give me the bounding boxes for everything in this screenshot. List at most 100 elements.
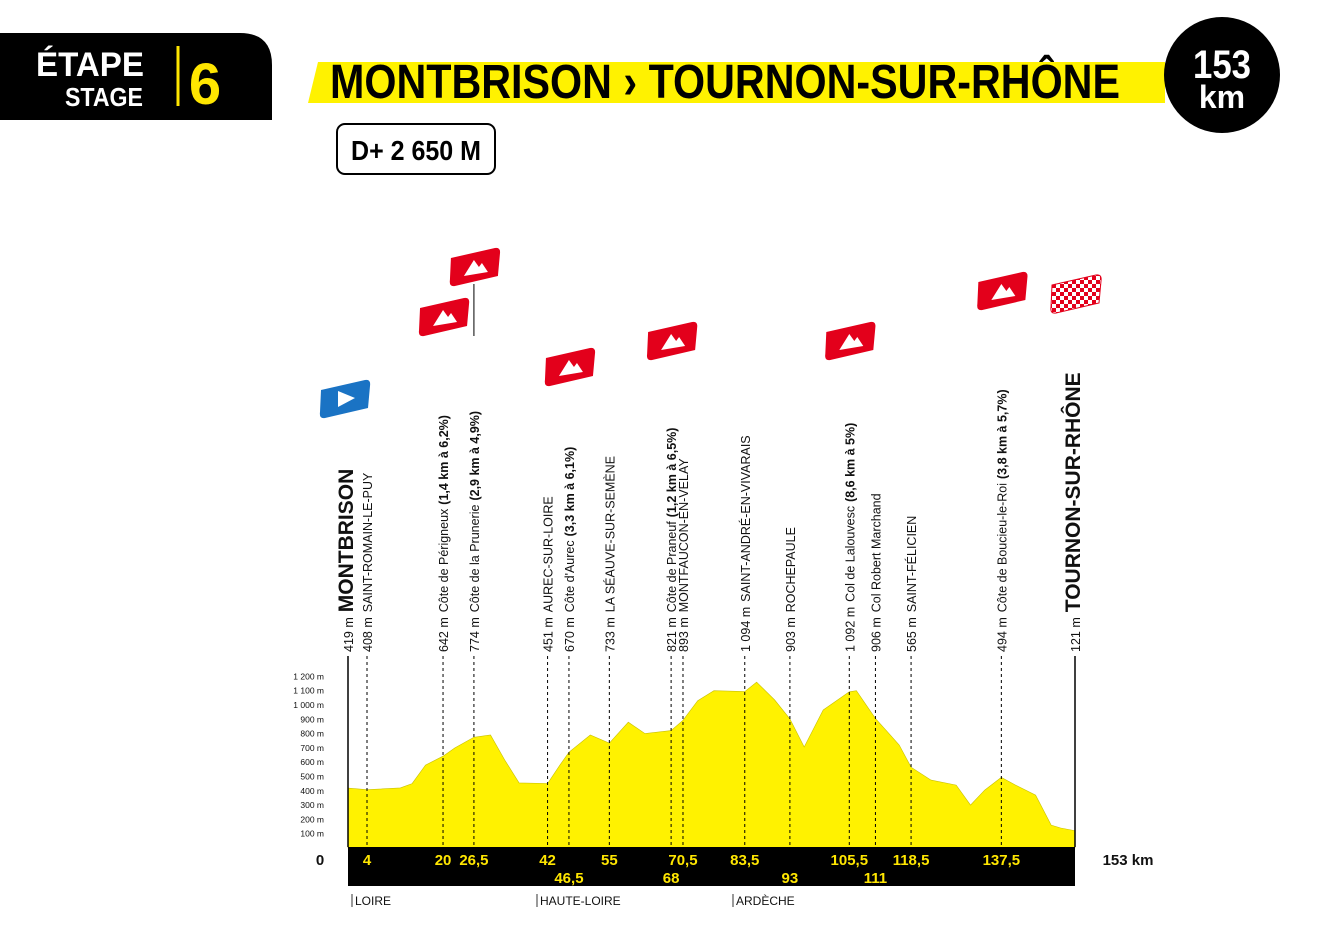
stage-label: STAGE [65,82,143,112]
waypoint-altitude: 1 094 m [739,607,753,652]
waypoint-name: Côte de la Prunerie [468,504,482,612]
mountain-icon [463,260,488,276]
km-label: 26,5 [459,852,488,869]
waypoint-altitude: 451 m [542,617,556,652]
waypoint-altitude: 774 m [468,617,482,652]
y-tick-label: 1 100 m [293,686,324,696]
climb-detail: (8,6 km à 5%) [843,423,857,502]
waypoint-altitude: 642 m [437,617,451,652]
distance-value: 153 [1193,43,1251,87]
y-tick-label: 1 200 m [293,671,324,681]
waypoint-name: Côte de Boucieu-le-Roi [995,483,1009,612]
waypoint-name: TOURNON-SUR-RHÔNE [1061,372,1085,612]
km-label: 55 [601,852,618,869]
waypoint-altitude: 906 m [869,617,883,652]
waypoint-name: MONTFAUCON-EN-VELAY [677,458,691,613]
km-label: 111 [864,870,887,887]
waypoint-label: 494 m Côte de Boucieu-le-Roi (3,8 km à 5,7… [995,389,1009,652]
waypoint-label: 903 m ROCHEPAULE [784,527,798,652]
mountain-icon [661,334,686,350]
waypoint-altitude: 821 m [665,617,679,652]
km-label: 105,5 [831,852,869,869]
km-label: 20 [435,852,452,869]
km-label: 42 [539,852,556,869]
waypoint-name: ROCHEPAULE [784,527,798,612]
waypoint-name: SAINT-ROMAIN-LE-PUY [361,472,375,612]
climb-detail: (2,9 km à 4,9%) [468,411,482,501]
waypoint-label: 642 m Côte de Périgneux (1,4 km à 6,2%) [437,415,451,652]
y-tick-label: 600 m [300,757,324,767]
waypoint-name: SAINT-ANDRÉ-EN-VIVARAIS [738,435,753,601]
waypoint-altitude: 408 m [361,617,375,652]
waypoint-name: MONTBRISON [335,469,358,613]
waypoint-name: Côte de Praneuf [665,521,679,613]
start-icon [338,391,355,407]
waypoint-altitude: 733 m [603,617,617,652]
etape-label: ÉTAPE [36,46,144,84]
waypoint-label: 408 m SAINT-ROMAIN-LE-PUY [361,472,375,652]
waypoint-altitude: 121 m [1069,617,1083,652]
waypoint-name: Côte de Périgneux [437,508,451,612]
waypoint-label: 733 m LA SÉAUVE-SUR-SEMÈNE [602,456,617,652]
km-label: 83,5 [730,852,759,869]
waypoint-name: Col Robert Marchand [869,493,883,612]
waypoint-label: 419 m MONTBRISON [335,469,358,652]
waypoint-name: Côte d'Aurec [563,540,577,612]
waypoint-label: 893 m MONTFAUCON-EN-VELAY [677,458,691,652]
waypoint-label: 906 m Col Robert Marchand [869,493,883,652]
header: ÉTAPE STAGE 6 MONTBRISON › TOURNON-SUR-R… [0,17,1280,175]
waypoint-altitude: 565 m [905,617,919,652]
climb-detail: (1,4 km à 6,2%) [437,415,451,505]
distance-badge [1164,17,1280,133]
distance-unit: km [1199,79,1245,115]
finish-flag [1050,274,1102,314]
km-band [348,847,1075,886]
waypoint-name: Col de Lalouvesc [843,506,857,602]
waypoint-altitude: 419 m [342,617,356,652]
stage-title: MONTBRISON › TOURNON-SUR-RHÔNE [330,54,1120,109]
waypoint-name: LA SÉAUVE-SUR-SEMÈNE [602,456,617,612]
waypoint-label: 565 m SAINT-FÉLICIEN [904,516,919,652]
y-tick-label: 200 m [300,814,324,824]
climb-detail: (1,2 km à 6,5%) [665,428,679,518]
waypoint-label: 1 094 m SAINT-ANDRÉ-EN-VIVARAIS [738,435,753,652]
climb-detail: (3,8 km à 5,7%) [995,389,1009,479]
km-label: 4 [363,852,372,869]
y-tick-label: 300 m [300,800,324,810]
km-label: 137,5 [983,852,1021,869]
km-label: 68 [663,870,680,887]
region-label: LOIRE [355,894,391,908]
mountain-icon [839,334,864,350]
elevation-area [347,681,1076,849]
waypoint-altitude: 1 092 m [843,607,857,652]
mountain-icon [991,284,1016,300]
stage-number: 6 [189,52,221,117]
waypoint-label: 1 092 m Col de Lalouvesc (8,6 km à 5%) [843,423,857,652]
waypoint-label: 774 m Côte de la Prunerie (2,9 km à 4,9%) [468,411,482,652]
km-label: 70,5 [668,852,697,869]
y-tick-label: 900 m [300,714,324,724]
y-tick-label: 1 000 m [293,700,324,710]
region-label: HAUTE-LOIRE [540,894,621,908]
mountain-icon [433,310,458,326]
y-tick-label: 100 m [300,829,324,839]
km-label: 153 km [1103,852,1154,869]
waypoint-label: 451 m AUREC-SUR-LOIRE [542,496,556,652]
stage-badge [0,33,272,120]
climbing-total: D+ 2 650 M [351,135,481,166]
y-tick-label: 500 m [300,772,324,782]
km-label: 118,5 [893,852,930,869]
waypoint-altitude: 893 m [677,617,691,652]
waypoint-altitude: 903 m [784,617,798,652]
waypoint-altitude: 494 m [995,617,1009,652]
y-tick-label: 700 m [300,743,324,753]
waypoint-altitude: 670 m [563,617,577,652]
waypoint-label: 821 m Côte de Praneuf (1,2 km à 6,5%) [665,428,679,652]
waypoint-label: 121 m TOURNON-SUR-RHÔNE [1061,372,1085,652]
waypoint-label: 670 m Côte d'Aurec (3,3 km à 6,1%) [563,447,577,652]
waypoint-name: AUREC-SUR-LOIRE [542,496,556,612]
km-label: 93 [782,870,799,887]
km-label: 46,5 [554,870,583,887]
region-label: ARDÈCHE [736,893,795,908]
title-band [308,62,1165,103]
